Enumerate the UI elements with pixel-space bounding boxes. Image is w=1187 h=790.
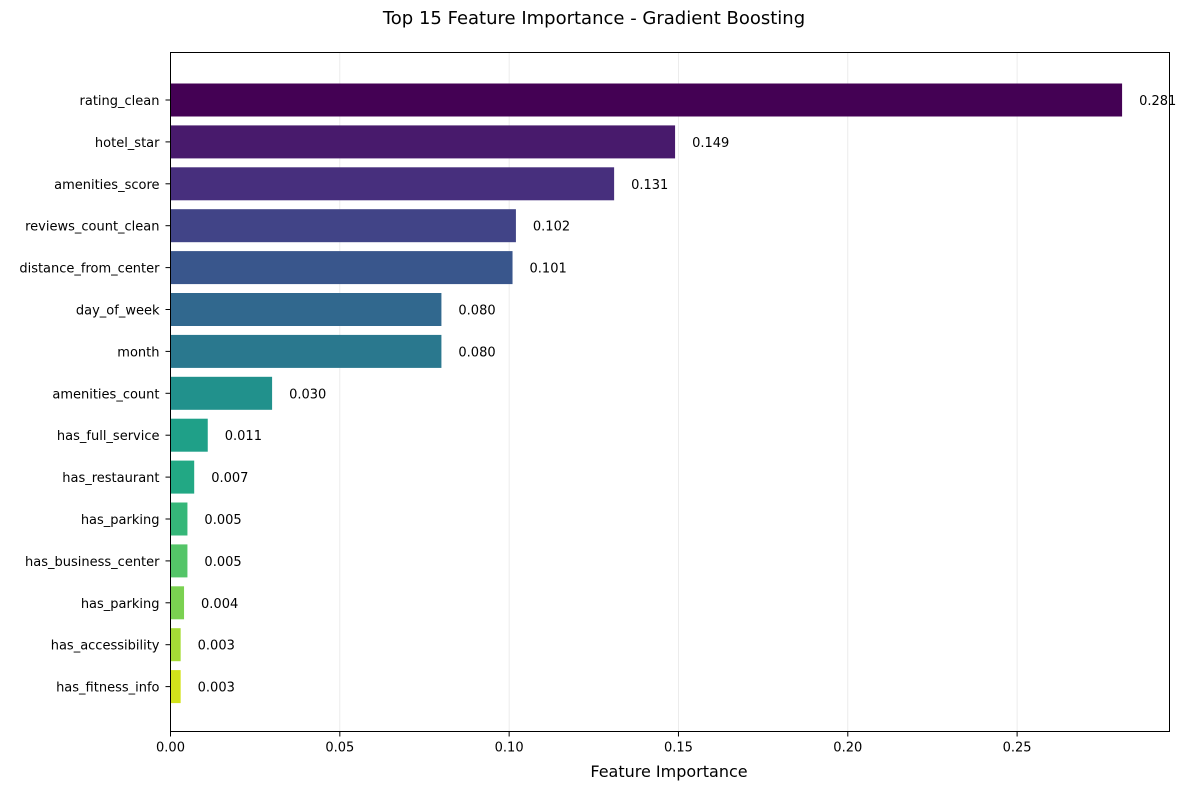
y-tick-label: reviews_count_clean (25, 220, 159, 235)
data-label: 0.011 (225, 429, 262, 444)
y-tick-label: has_restaurant (62, 471, 159, 486)
bar (170, 544, 188, 578)
bar (170, 293, 442, 326)
x-ticks: 0.00 0.05 0.10 0.15 0.20 0.25 (156, 731, 1032, 756)
bar (170, 209, 516, 243)
y-tick-label: has_parking (81, 597, 160, 612)
bar (170, 83, 1123, 117)
bar (170, 460, 195, 494)
plot-frame (170, 52, 1170, 732)
y-tick-label: has_business_center (25, 555, 160, 570)
y-tick-label: rating_clean (80, 94, 160, 109)
chart-title: Top 15 Feature Importance - Gradient Boo… (382, 8, 805, 29)
y-tick-label: hotel_star (95, 136, 160, 151)
y-tick-label: has_parking (81, 513, 160, 528)
bar (170, 376, 273, 410)
y-tick-labels: rating_clean hotel_star amenities_scorerev… (19, 94, 171, 696)
data-label: 0.005 (204, 555, 241, 570)
y-tick-label: distance_from_center (19, 262, 160, 277)
bar (170, 125, 676, 159)
bar (170, 251, 513, 285)
bar (170, 670, 181, 704)
y-tick-label: has_fitness_info (56, 681, 159, 696)
x-axis-label: Feature Importance (590, 762, 747, 781)
y-tick-label: day_of_week (76, 304, 160, 319)
y-tick-label: has_accessibility (51, 639, 160, 654)
y-tick-label: amenities_score (54, 178, 159, 193)
data-label: 0.131 (631, 178, 668, 193)
data-label: 0.149 (692, 136, 729, 151)
x-tick-label: 0.15 (664, 741, 693, 756)
data-label: 0.030 (289, 387, 326, 402)
x-tick-label: 0.10 (495, 741, 524, 756)
x-tick-label: 0.25 (1003, 741, 1032, 756)
data-label: 0.101 (530, 262, 567, 277)
bar (170, 334, 442, 368)
data-label: 0.004 (201, 597, 238, 612)
y-tick-label: month (117, 345, 159, 360)
data-label: 0.005 (204, 513, 241, 528)
data-label: 0.080 (458, 345, 495, 360)
x-tick-label: 0.20 (833, 741, 862, 756)
x-tick-label: 0.00 (156, 741, 185, 756)
data-label: 0.281 (1139, 94, 1176, 109)
bar (170, 586, 185, 620)
bar (170, 167, 615, 201)
bars-group (170, 83, 1123, 704)
y-tick-label: has_full_service (57, 429, 160, 444)
y-tick-label: amenities_count (52, 387, 159, 402)
data-labels: 0.281 0.149 0.131 0.102 0.101 0.080 0.080 0.030… (198, 94, 1177, 696)
bar (170, 502, 188, 536)
data-label: 0.102 (533, 220, 570, 235)
data-label: 0.007 (211, 471, 248, 486)
bar (170, 628, 181, 662)
x-tick-label: 0.05 (325, 741, 354, 756)
data-label: 0.003 (198, 639, 235, 654)
bar (170, 418, 208, 452)
data-label: 0.003 (198, 681, 235, 696)
data-label: 0.080 (458, 304, 495, 319)
